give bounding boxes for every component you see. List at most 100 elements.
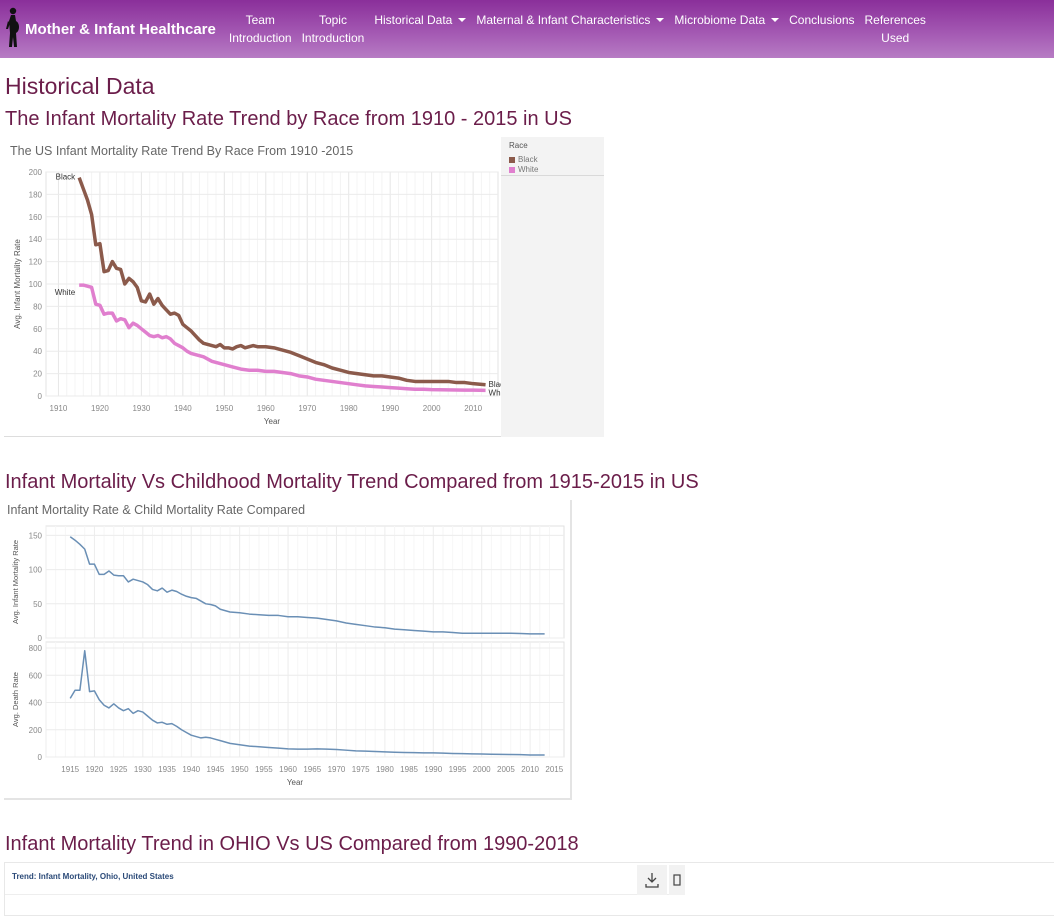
download-button[interactable] xyxy=(637,865,667,895)
y-tick-label: 20 xyxy=(33,370,42,379)
x-tick-label: 1950 xyxy=(215,404,233,413)
legend-swatch-white xyxy=(509,166,515,173)
x-tick-label: 2000 xyxy=(473,765,491,774)
x-tick-label: 1940 xyxy=(174,404,192,413)
x-tick-label: 1980 xyxy=(376,765,394,774)
x-tick-label: 1935 xyxy=(158,765,176,774)
x-tick-label: 1980 xyxy=(340,404,358,413)
y-axis-label: Avg. Infant Mortality Rate xyxy=(11,540,20,624)
caret-down-icon xyxy=(771,18,780,22)
nav-item-maternal[interactable]: Maternal & Infant Characteristics xyxy=(471,11,669,29)
x-tick-label: 1990 xyxy=(424,765,442,774)
brand[interactable]: Mother & Infant Healthcare xyxy=(0,0,216,58)
navbar: Mother & Infant Healthcare Team Introduct… xyxy=(0,0,1054,58)
x-tick-label: 1965 xyxy=(303,765,321,774)
x-tick-label: 1950 xyxy=(231,765,249,774)
nav-item-sublabel: Introduction xyxy=(301,31,365,45)
nav-item-label: Topic xyxy=(318,13,347,27)
race-legend: Race Black White xyxy=(501,137,604,437)
series-end-label: Black xyxy=(489,380,501,389)
legend-label-black: Black xyxy=(518,155,538,164)
y-tick-label: 140 xyxy=(29,235,43,244)
ohio-embed[interactable]: Trend: Infant Mortality, Ohio, United St… xyxy=(4,862,1054,916)
y-tick-label: 150 xyxy=(29,531,43,540)
ohio-embed-title: Trend: Infant Mortality, Ohio, United St… xyxy=(12,872,174,881)
nav-item-label: Conclusions xyxy=(789,13,855,27)
nav-item-label: Maternal & Infant Characteristics xyxy=(476,13,651,27)
child-chart-plot: 0 50 100 150 Avg. Infant Mortality Rate 0 200 4… xyxy=(11,525,565,787)
y-tick-label: 60 xyxy=(33,325,42,334)
race-chart-title: The US Infant Mortality Rate Trend By Ra… xyxy=(10,144,354,158)
x-tick-label: 1910 xyxy=(50,404,68,413)
y-tick-label: 800 xyxy=(29,644,43,653)
x-tick-label: 2015 xyxy=(545,765,563,774)
legend-item-white[interactable]: White xyxy=(509,165,538,174)
share-icon xyxy=(673,874,681,886)
download-icon xyxy=(645,873,659,888)
x-tick-label: 1960 xyxy=(279,765,297,774)
nav-item-team[interactable]: Team Introduction xyxy=(224,11,297,47)
x-tick-label: 1920 xyxy=(86,765,104,774)
nav-menu: Team Introduction Topic Introduction Histori… xyxy=(224,0,931,58)
y-axis-label: Avg. Death Rate xyxy=(11,672,20,727)
nav-item-row: Historical Data xyxy=(374,11,467,29)
nav-item-row: Microbiome Data xyxy=(674,11,780,29)
caret-down-icon xyxy=(656,18,665,22)
x-tick-label: 1990 xyxy=(381,404,399,413)
x-tick-label: 1930 xyxy=(132,404,150,413)
y-tick-label: 50 xyxy=(33,600,42,609)
x-tick-label: 1975 xyxy=(352,765,370,774)
page-title: Historical Data xyxy=(5,73,155,99)
nav-item-sublabel: Used xyxy=(881,31,910,45)
nav-item-label: Microbiome Data xyxy=(674,13,766,27)
race-section-heading: The Infant Mortality Rate Trend by Race … xyxy=(5,108,572,130)
x-axis-label: Year xyxy=(287,778,304,787)
child-chart-title: Infant Mortality Rate & Child Mortality … xyxy=(7,503,306,517)
y-tick-label: 0 xyxy=(38,392,43,401)
share-button[interactable] xyxy=(669,865,685,895)
legend-swatch-black xyxy=(509,156,515,163)
y-tick-label: 600 xyxy=(29,671,43,680)
y-axis-label: Avg. Infant Mortality Rate xyxy=(13,239,22,329)
x-axis-label: Year xyxy=(264,417,281,426)
x-tick-label: 2005 xyxy=(497,765,515,774)
x-tick-label: 1985 xyxy=(400,765,418,774)
series-line-black xyxy=(77,176,486,387)
legend-title: Race xyxy=(509,141,528,150)
x-tick-label: 1970 xyxy=(328,765,346,774)
y-tick-label: 200 xyxy=(29,726,43,735)
legend-divider xyxy=(501,175,604,176)
y-tick-label: 40 xyxy=(33,347,42,356)
infant-child-mortality-chart[interactable]: Infant Mortality Rate & Child Mortality … xyxy=(4,500,572,800)
x-tick-label: 1920 xyxy=(91,404,109,413)
series-line xyxy=(69,536,545,635)
y-tick-label: 200 xyxy=(29,168,43,177)
series-end-label: White xyxy=(489,388,501,397)
nav-item-topic[interactable]: Topic Introduction xyxy=(297,11,370,47)
nav-item-historical[interactable]: Historical Data xyxy=(369,11,471,29)
x-tick-label: 1995 xyxy=(449,765,467,774)
y-tick-label: 400 xyxy=(29,699,43,708)
nav-item-conclusions[interactable]: Conclusions xyxy=(784,11,859,29)
ohio-embed-divider xyxy=(5,894,685,895)
x-tick-label: 2010 xyxy=(521,765,539,774)
panel-area xyxy=(45,641,565,758)
nav-item-sublabel: Introduction xyxy=(228,31,292,45)
x-tick-label: 1940 xyxy=(182,765,200,774)
y-tick-label: 0 xyxy=(38,753,43,762)
y-tick-label: 100 xyxy=(29,566,43,575)
race-mortality-chart[interactable]: The US Infant Mortality Rate Trend By Ra… xyxy=(4,137,604,437)
nav-item-row: Maternal & Infant Characteristics xyxy=(476,11,665,29)
x-tick-label: 1925 xyxy=(110,765,128,774)
series-start-label: Black xyxy=(56,173,77,182)
y-tick-label: 80 xyxy=(33,302,42,311)
y-tick-label: 100 xyxy=(29,280,43,289)
ohio-section-heading: Infant Mortality Trend in OHIO Vs US Com… xyxy=(5,833,579,855)
x-tick-label: 1960 xyxy=(257,404,275,413)
nav-item-microbiome[interactable]: Microbiome Data xyxy=(669,11,784,29)
nav-item-references[interactable]: References Used xyxy=(860,11,931,47)
x-tick-label: 1930 xyxy=(134,765,152,774)
legend-item-black[interactable]: Black xyxy=(509,155,538,164)
x-tick-label: 1945 xyxy=(207,765,225,774)
panel-area xyxy=(45,525,565,639)
